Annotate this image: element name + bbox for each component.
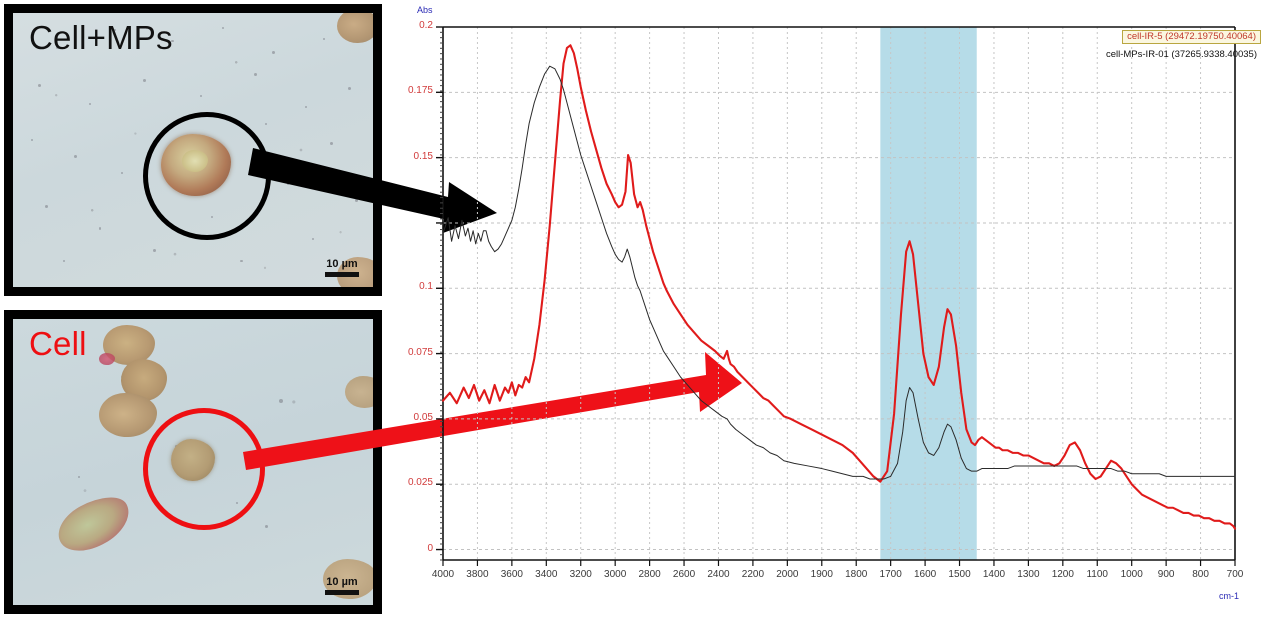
x-tick-label: 1800 [845, 569, 868, 580]
scale-bar-line [325, 590, 359, 595]
x-tick-label: 1500 [948, 569, 971, 580]
cell-fragment [99, 353, 116, 366]
microscopy-image-cell: Cell 10 µm [13, 319, 373, 605]
x-tick-label: 900 [1157, 569, 1175, 580]
x-tick-label: 800 [1192, 569, 1209, 580]
panel-label-cell-mps: Cell+MPs [29, 19, 173, 56]
debris-fragment [345, 376, 373, 409]
ftir-spectrum-chart: Abs cm-1 0.2 0.175 0.15 0.1 0.075 0.05 0.025 0 … [393, 0, 1268, 626]
scale-bar-cell: 10 µm [325, 577, 359, 595]
microscopy-panel-cell-mps: Cell+MPs 10 µm [4, 4, 382, 296]
y-tick-label: 0.1 [419, 281, 433, 293]
scale-bar-label: 10 µm [326, 258, 358, 270]
x-axis-title: cm-1 [1219, 591, 1239, 601]
chart-legend: cell-IR-5 (29472.19750.40064) cell-MPs-I… [1102, 26, 1261, 62]
x-tick-label: 3800 [466, 569, 489, 580]
x-tick-label: 1200 [1051, 569, 1074, 580]
microscopy-image-cell-mps: Cell+MPs 10 µm [13, 13, 373, 287]
scale-bar-cell-mps: 10 µm [325, 259, 359, 277]
magnifier-circle-cell [142, 407, 265, 530]
x-tick-label: 1000 [1120, 569, 1143, 580]
x-tick-label: 1600 [913, 569, 937, 580]
x-tick-label: 700 [1226, 569, 1244, 580]
x-tick-label: 2200 [741, 569, 765, 580]
x-tick-label: 1700 [879, 569, 902, 580]
spectrum-plot-area [436, 26, 1237, 566]
y-tick-label: 0.05 [413, 411, 433, 423]
x-tick-label: 2400 [707, 569, 730, 580]
x-tick-label: 2800 [638, 569, 661, 580]
y-axis-title: Abs [417, 5, 433, 15]
x-tick-label: 3200 [569, 569, 592, 580]
cell-cluster [99, 393, 158, 438]
y-tick-label: 0 [427, 542, 433, 554]
y-tick-label: 0.075 [407, 346, 433, 358]
x-tick-label: 1400 [982, 569, 1006, 580]
magnifier-circle-cell-mps [142, 111, 271, 240]
debris-fragment [337, 13, 373, 43]
panel-label-cell: Cell [29, 325, 87, 362]
x-tick-label: 4000 [431, 569, 455, 580]
y-tick-label: 0.175 [407, 85, 433, 97]
cell-elongated [50, 486, 139, 562]
x-tick-label: 3600 [500, 569, 523, 580]
amide-highlight-band [880, 27, 977, 560]
x-tick-label: 1100 [1086, 569, 1108, 580]
legend-item-cell-mps-ir-01[interactable]: cell-MPs-IR-01 (37265.9338.40035) [1105, 49, 1257, 60]
legend-item-cell-ir-5[interactable]: cell-IR-5 (29472.19750.40064) [1122, 30, 1261, 44]
x-tick-label: 2000 [776, 569, 799, 580]
x-tick-label: 2600 [672, 569, 696, 580]
x-tick-label: 1900 [810, 569, 833, 580]
spectrum-curve-cell-ir-5[interactable] [441, 44, 1237, 530]
x-tick-label: 3400 [535, 569, 558, 580]
x-tick-label: 1300 [1017, 569, 1040, 580]
y-tick-label: 0.15 [413, 150, 433, 162]
y-tick-label: 0.2 [419, 20, 433, 31]
scale-bar-line [325, 272, 359, 277]
y-tick-label: 0.025 [407, 477, 433, 489]
scale-bar-label: 10 µm [326, 576, 358, 588]
spectrum-curve-cell-mps-ir-01[interactable] [442, 65, 1236, 480]
microscopy-panel-cell: Cell 10 µm [4, 310, 382, 614]
x-tick-label: 3000 [604, 569, 627, 580]
